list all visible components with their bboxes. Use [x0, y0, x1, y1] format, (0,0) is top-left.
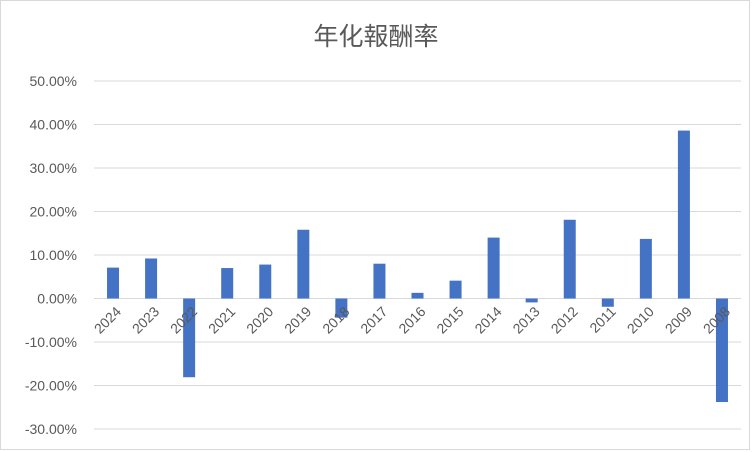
- bar-2008: [715, 298, 728, 403]
- x-tick-label: 2019: [281, 303, 314, 336]
- y-tick-label: 10.00%: [30, 247, 77, 263]
- x-tick-label: 2015: [433, 303, 466, 336]
- bar-2013: [525, 298, 538, 303]
- y-tick-label: -10.00%: [25, 334, 77, 350]
- y-tick-label: 40.00%: [30, 117, 77, 133]
- y-tick-label: 20.00%: [30, 204, 77, 220]
- x-tick-label: 2017: [357, 303, 390, 336]
- bar-2014: [487, 237, 500, 299]
- y-tick-label: 0.00%: [37, 291, 77, 307]
- x-tick-label: 2009: [662, 303, 695, 336]
- x-tick-label: 2021: [205, 303, 238, 336]
- bar-2022: [183, 298, 196, 378]
- bar-2011: [601, 298, 614, 307]
- x-tick-label: 2012: [548, 303, 581, 336]
- bar-2017: [373, 263, 386, 299]
- bar-2010: [639, 238, 652, 299]
- chart-title: 年化報酬率: [313, 22, 439, 51]
- x-tick-label: 2010: [624, 303, 657, 336]
- bar-2016: [411, 292, 424, 299]
- bar-2019: [297, 229, 310, 299]
- x-tick-label: 2016: [395, 303, 428, 336]
- y-axis-ticks: 50.00% 40.00% 30.00% 20.00% 10.00% 0.00% -10.0…: [25, 73, 77, 437]
- x-tick-label: 2024: [91, 303, 124, 336]
- y-tick-label: 50.00%: [30, 73, 77, 89]
- y-tick-label: -30.00%: [25, 421, 77, 437]
- x-tick-label: 2020: [243, 303, 276, 336]
- x-tick-label: 2023: [129, 303, 162, 336]
- x-tick-label: 2013: [509, 303, 542, 336]
- bar-2015: [449, 280, 462, 299]
- bar-2012: [563, 219, 576, 299]
- y-tick-label: -20.00%: [25, 378, 77, 394]
- x-tick-label: 2018: [319, 303, 352, 336]
- bar-2009: [677, 130, 690, 299]
- bar-2024: [107, 267, 120, 299]
- bar-2020: [259, 264, 272, 299]
- x-tick-label: 2014: [471, 303, 504, 336]
- y-tick-label: 30.00%: [30, 160, 77, 176]
- bar-2021: [221, 268, 234, 299]
- bars: [107, 130, 728, 403]
- bar-2018: [335, 298, 348, 318]
- x-tick-label: 2011: [586, 303, 619, 336]
- bar-2023: [145, 258, 158, 299]
